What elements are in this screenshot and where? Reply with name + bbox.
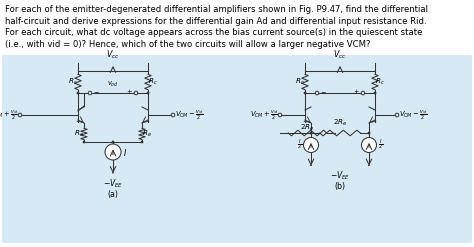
Text: $V_{CM}+\frac{v_{id}}{2}$: $V_{CM}+\frac{v_{id}}{2}$ — [0, 108, 18, 122]
Circle shape — [278, 113, 282, 117]
Text: $V_{CM}-\frac{v_{id}}{2}$: $V_{CM}-\frac{v_{id}}{2}$ — [175, 108, 203, 122]
Text: $V_{CM}-\frac{v_{id}}{2}$: $V_{CM}-\frac{v_{id}}{2}$ — [399, 108, 428, 122]
Circle shape — [88, 91, 92, 95]
Circle shape — [368, 132, 370, 134]
Circle shape — [310, 132, 312, 134]
Circle shape — [141, 141, 144, 144]
Text: $R_e$: $R_e$ — [74, 129, 84, 139]
Circle shape — [18, 113, 22, 117]
Text: $R_c$: $R_c$ — [375, 77, 385, 87]
Circle shape — [315, 91, 319, 95]
Circle shape — [146, 92, 149, 94]
Text: $v_{od}$: $v_{od}$ — [107, 80, 119, 89]
Circle shape — [374, 92, 376, 94]
Text: $\frac{I}{2}$: $\frac{I}{2}$ — [297, 138, 302, 152]
FancyBboxPatch shape — [2, 55, 472, 243]
Text: $R_e$: $R_e$ — [142, 129, 152, 139]
Text: $V_{cc}$: $V_{cc}$ — [333, 48, 346, 61]
Circle shape — [395, 113, 399, 117]
Text: $-$: $-$ — [93, 88, 100, 94]
Circle shape — [82, 141, 85, 144]
Circle shape — [361, 91, 365, 95]
Circle shape — [134, 91, 138, 95]
Circle shape — [111, 141, 114, 144]
Text: For each circuit, what dc voltage appears across the bias current source(s) in t: For each circuit, what dc voltage appear… — [5, 28, 422, 37]
Text: $-V_{EE}$: $-V_{EE}$ — [330, 169, 350, 182]
Text: $-V_{EE}$: $-V_{EE}$ — [103, 177, 123, 189]
Text: For each of the emitter-degenerated differential amplifiers shown in Fig. P9.47,: For each of the emitter-degenerated diff… — [5, 5, 428, 14]
Text: $+$: $+$ — [353, 86, 360, 96]
Text: half-circuit and derive expressions for the differential gain Ad and differentia: half-circuit and derive expressions for … — [5, 17, 427, 25]
Text: $\frac{I}{2}$: $\frac{I}{2}$ — [378, 138, 383, 152]
Text: $R_c$: $R_c$ — [148, 77, 158, 87]
Text: $R_c$: $R_c$ — [295, 77, 305, 87]
Text: $2R_e$: $2R_e$ — [300, 123, 315, 133]
Circle shape — [362, 138, 376, 152]
Text: $R_c$: $R_c$ — [68, 77, 78, 87]
Circle shape — [304, 92, 306, 94]
Text: (i.e., with vid = 0)? Hence, which of the two circuits will allow a larger negat: (i.e., with vid = 0)? Hence, which of th… — [5, 40, 371, 48]
Circle shape — [171, 113, 175, 117]
Text: $V_{CM}+\frac{v_{id}}{2}$: $V_{CM}+\frac{v_{id}}{2}$ — [250, 108, 278, 122]
Text: $2R_e$: $2R_e$ — [333, 118, 347, 128]
Circle shape — [303, 138, 319, 152]
Text: $I$: $I$ — [123, 146, 127, 158]
Text: (a): (a) — [108, 190, 118, 199]
Text: $+$: $+$ — [126, 86, 133, 96]
Circle shape — [77, 92, 80, 94]
Text: (b): (b) — [335, 183, 346, 191]
Text: $V_{cc}$: $V_{cc}$ — [106, 48, 120, 61]
Circle shape — [105, 144, 121, 160]
Text: $-$: $-$ — [320, 88, 327, 94]
